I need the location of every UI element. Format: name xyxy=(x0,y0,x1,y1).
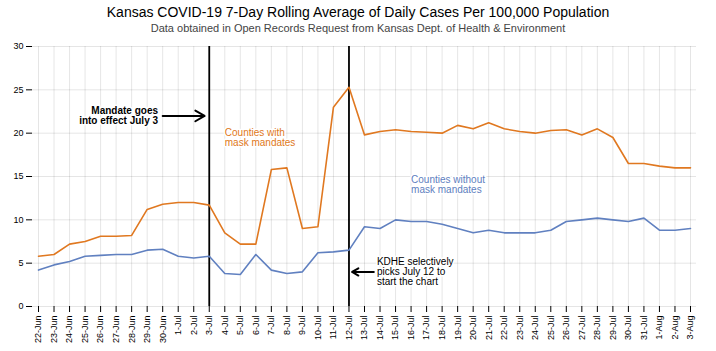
svg-text:30-Jun: 30-Jun xyxy=(158,316,168,344)
svg-text:25: 25 xyxy=(13,85,23,95)
svg-text:20-Jul: 20-Jul xyxy=(468,316,478,341)
svg-text:3-Aug: 3-Aug xyxy=(685,316,695,340)
svg-text:16-Jul: 16-Jul xyxy=(406,316,416,341)
svg-text:6-Jul: 6-Jul xyxy=(251,316,261,336)
svg-text:7-Jul: 7-Jul xyxy=(266,316,276,336)
svg-text:27-Jul: 27-Jul xyxy=(577,316,587,341)
svg-text:27-Jun: 27-Jun xyxy=(111,316,121,344)
svg-text:5: 5 xyxy=(18,258,23,268)
svg-text:3-Jul: 3-Jul xyxy=(204,316,214,336)
svg-text:8-Jul: 8-Jul xyxy=(282,316,292,336)
svg-text:15-Jul: 15-Jul xyxy=(390,316,400,341)
svg-text:2-Jul: 2-Jul xyxy=(189,316,199,336)
svg-text:2-Aug: 2-Aug xyxy=(670,316,680,340)
svg-text:10: 10 xyxy=(13,215,23,225)
svg-text:11-Jul: 11-Jul xyxy=(328,316,338,340)
svg-text:28-Jun: 28-Jun xyxy=(127,316,137,344)
svg-text:4-Jul: 4-Jul xyxy=(220,316,230,336)
svg-text:21-Jul: 21-Jul xyxy=(484,316,494,341)
svg-text:Counties withoutmask mandates: Counties withoutmask mandates xyxy=(411,174,485,195)
html-text:Kansas COVID-19 7-Day Rolling: Kansas COVID-19 7-Day Rolling Average of… xyxy=(106,4,610,20)
svg-text:30: 30 xyxy=(13,41,23,51)
svg-text:22-Jul: 22-Jul xyxy=(499,316,509,341)
svg-text:26-Jun: 26-Jun xyxy=(95,316,105,344)
svg-text:1-Aug: 1-Aug xyxy=(654,316,664,340)
svg-text:KDHE selectivelypicks July 12: KDHE selectivelypicks July 12 tostart th… xyxy=(377,256,454,287)
svg-text:14-Jul: 14-Jul xyxy=(375,316,385,341)
svg-text:23-Jun: 23-Jun xyxy=(49,316,59,344)
svg-text:0: 0 xyxy=(18,301,23,311)
svg-text:13-Jul: 13-Jul xyxy=(359,316,369,341)
svg-text:9-Jul: 9-Jul xyxy=(297,316,307,336)
svg-text:24-Jul: 24-Jul xyxy=(530,316,540,341)
svg-text:Counties withmask mandates: Counties withmask mandates xyxy=(225,127,296,148)
svg-text:30-Jul: 30-Jul xyxy=(623,316,633,341)
svg-text:29-Jun: 29-Jun xyxy=(142,316,152,344)
svg-text:20: 20 xyxy=(13,128,23,138)
svg-text:19-Jul: 19-Jul xyxy=(453,316,463,341)
svg-text:17-Jul: 17-Jul xyxy=(421,316,431,341)
svg-text:1-Jul: 1-Jul xyxy=(173,316,183,336)
html-text:Data obtained in Open Records: Data obtained in Open Records Request fr… xyxy=(150,22,566,34)
svg-text:10-Jul: 10-Jul xyxy=(313,316,323,341)
svg-text:26-Jul: 26-Jul xyxy=(561,316,571,341)
svg-text:23-Jul: 23-Jul xyxy=(515,316,525,341)
svg-text:12-Jul: 12-Jul xyxy=(344,316,354,341)
svg-text:5-Jul: 5-Jul xyxy=(235,316,245,336)
svg-text:31-Jul: 31-Jul xyxy=(639,316,649,341)
svg-text:Mandate goesinto effect July 3: Mandate goesinto effect July 3 xyxy=(79,105,158,126)
svg-text:28-Jul: 28-Jul xyxy=(592,316,602,341)
svg-text:15: 15 xyxy=(13,171,23,181)
svg-text:25-Jun: 25-Jun xyxy=(80,316,90,344)
svg-text:25-Jul: 25-Jul xyxy=(546,316,556,341)
svg-text:22-Jun: 22-Jun xyxy=(33,316,43,344)
svg-text:18-Jul: 18-Jul xyxy=(437,316,447,341)
svg-text:29-Jul: 29-Jul xyxy=(608,316,618,341)
svg-text:24-Jun: 24-Jun xyxy=(64,316,74,344)
